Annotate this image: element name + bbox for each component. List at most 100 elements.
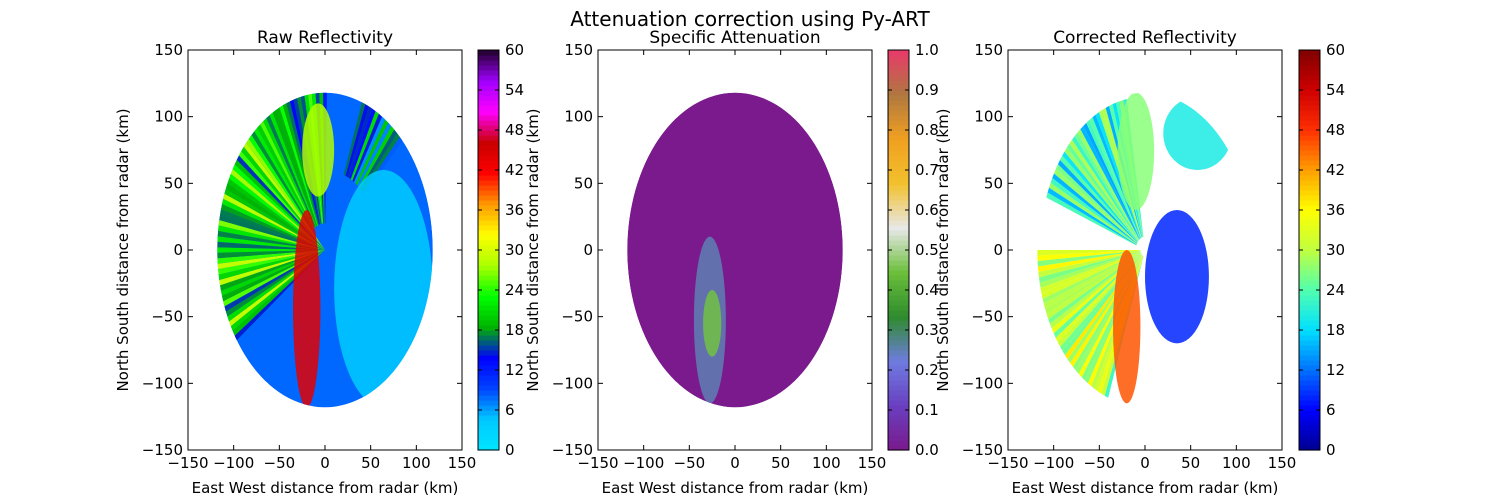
colorbar-segment (888, 410, 909, 416)
colorbar-segment (1299, 435, 1320, 441)
colorbar-segment (478, 160, 499, 166)
colorbar-segment (478, 105, 499, 111)
x-tick-label: −50 (264, 454, 296, 472)
colorbar-segment (888, 140, 909, 146)
colorbar-segment (478, 200, 499, 206)
data-region-north-east-patch (1163, 96, 1232, 170)
data-field (217, 92, 433, 408)
colorbar-segment (478, 230, 499, 236)
colorbar-tick-label: 48 (1326, 121, 1345, 139)
colorbar-segment (478, 390, 499, 396)
x-tick-label: −150 (167, 454, 208, 472)
colorbar-segment (888, 190, 909, 196)
colorbar-segment (888, 330, 909, 336)
colorbar-segment (1299, 300, 1320, 306)
colorbar-segment (1299, 110, 1320, 116)
colorbar-segment (478, 65, 499, 71)
data-region-north-west-rays-ray (1064, 147, 1139, 242)
colorbar-segment (478, 60, 499, 66)
colorbar-segment (478, 315, 499, 321)
colorbar-tick-label: 0.5 (915, 241, 939, 259)
colorbar-segment (1299, 250, 1320, 256)
colorbar-segment (1299, 230, 1320, 236)
colorbar-segment (478, 150, 499, 156)
colorbar-tick-label: 0.7 (915, 161, 939, 179)
figure-suptitle: Attenuation correction using Py-ART (570, 7, 930, 31)
colorbar-segment (478, 100, 499, 106)
colorbar-segment (478, 240, 499, 246)
colorbar-segment (478, 220, 499, 226)
colorbar-segment (888, 385, 909, 391)
data-region-background (627, 92, 843, 408)
data-region-north-west-rays-ray (1049, 182, 1137, 245)
colorbar-segment (1299, 180, 1320, 186)
x-tick-label: 100 (812, 454, 841, 472)
colorbar-segment (888, 325, 909, 331)
x-tick-label: −100 (623, 454, 664, 472)
data-field (1037, 92, 1232, 404)
colorbar-segment (1299, 355, 1320, 361)
data-region-north-east-cluster-ray (345, 104, 369, 177)
colorbar-segment (478, 275, 499, 281)
colorbar-segment (478, 295, 499, 301)
data-region-northern-band (302, 103, 335, 197)
data-region-north-west-sector-ray (286, 101, 320, 226)
colorbar-segment (888, 160, 909, 166)
data-region-north-east-cluster-ray (358, 126, 395, 189)
colorbar-segment (478, 55, 499, 61)
x-tick-label: 150 (858, 454, 887, 472)
colorbar-segment (1299, 290, 1320, 296)
x-tick-label: 150 (1268, 454, 1297, 472)
colorbar-segment (888, 350, 909, 356)
colorbar-segment (888, 75, 909, 81)
colorbar-segment (888, 130, 909, 136)
colorbar-segment (1299, 260, 1320, 266)
panel-title: Specific Attenuation (649, 28, 820, 48)
y-tick-label: 50 (574, 174, 593, 192)
colorbar-segment (478, 400, 499, 406)
colorbar-segment (1299, 125, 1320, 131)
colorbar-tick-label: 24 (1326, 281, 1345, 299)
colorbar-tick-label: 42 (505, 161, 524, 179)
colorbar-segment (1299, 215, 1320, 221)
data-region-north-west-rays-ray (1080, 125, 1140, 240)
colorbar-segment (1299, 65, 1320, 71)
colorbar-tick-label: 6 (1326, 401, 1336, 419)
colorbar-segment (1299, 130, 1320, 136)
colorbar-segment (888, 300, 909, 306)
colorbar-segment (1299, 140, 1320, 146)
colorbar-segment (478, 210, 499, 216)
data-region-north-west-sector (248, 92, 327, 232)
colorbar-tick-label: 24 (505, 281, 524, 299)
y-tick-label: 0 (173, 241, 183, 259)
data-region-south-west-sector-ray (1037, 250, 1141, 267)
data-region-north-west-rays-ray (1072, 136, 1139, 241)
colorbar-tick-label: 18 (505, 321, 524, 339)
y-tick-label: −150 (962, 441, 1003, 459)
y-tick-label: 150 (974, 41, 1003, 59)
y-tick-label: 50 (984, 174, 1003, 192)
colorbar: 0.0 0.1 0.2 0.3 0.4 0.5 0.6 0.7 0.8 0.9 1.0 (887, 41, 939, 459)
colorbar-segment (888, 260, 909, 266)
colorbar-segment (888, 310, 909, 316)
colorbar-segment (888, 115, 909, 121)
colorbar-segment (478, 370, 499, 376)
data-region-north-west-rays-ray (1095, 112, 1141, 239)
colorbar-segment (888, 85, 909, 91)
colorbar-segment (888, 60, 909, 66)
colorbar-segment (1299, 445, 1320, 451)
colorbar-segment (1299, 335, 1320, 341)
colorbar-tick-label: 54 (505, 81, 524, 99)
x-axis-label: East West distance from radar (km) (602, 479, 869, 497)
colorbar-segment (1299, 115, 1320, 121)
colorbar-segment (1299, 420, 1320, 426)
x-tick-label: 50 (1181, 454, 1200, 472)
colorbar-segment (1299, 295, 1320, 301)
y-tick-label: 150 (564, 41, 593, 59)
colorbar-segment (478, 80, 499, 86)
colorbar-segment (478, 350, 499, 356)
colorbar-segment (888, 275, 909, 281)
colorbar-segment (1299, 205, 1320, 211)
colorbar: 0 6 12 18 24 30 36 42 48 54 60 (1298, 41, 1345, 459)
